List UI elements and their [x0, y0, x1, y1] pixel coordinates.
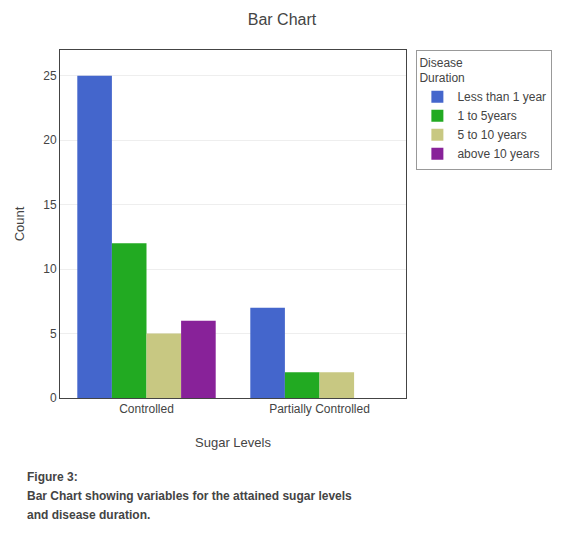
svg-text:10: 10 — [43, 262, 57, 276]
svg-text:0: 0 — [50, 391, 57, 405]
svg-text:Less than 1 year: Less than 1 year — [457, 90, 546, 104]
svg-text:above 10 years: above 10 years — [457, 147, 539, 161]
svg-text:1 to 5years: 1 to 5years — [457, 109, 516, 123]
svg-text:DiseaseDuration: DiseaseDuration — [419, 56, 464, 86]
svg-text:15: 15 — [43, 198, 57, 212]
svg-text:25: 25 — [43, 69, 57, 83]
svg-text:Controlled: Controlled — [119, 402, 174, 416]
svg-text:Count: Count — [12, 206, 27, 241]
svg-text:5: 5 — [50, 327, 57, 341]
svg-text:Partially Controlled: Partially Controlled — [269, 402, 370, 416]
svg-text:5 to 10 years: 5 to 10 years — [457, 128, 526, 142]
svg-text:and disease duration.: and disease duration. — [27, 508, 150, 522]
svg-text:Figure 3:: Figure 3: — [27, 470, 78, 484]
svg-text:Bar Chart: Bar Chart — [248, 11, 317, 28]
svg-text:Sugar Levels: Sugar Levels — [195, 435, 271, 450]
svg-text:20: 20 — [43, 133, 57, 147]
svg-text:Bar Chart showing variables fo: Bar Chart showing variables for the atta… — [27, 489, 352, 503]
